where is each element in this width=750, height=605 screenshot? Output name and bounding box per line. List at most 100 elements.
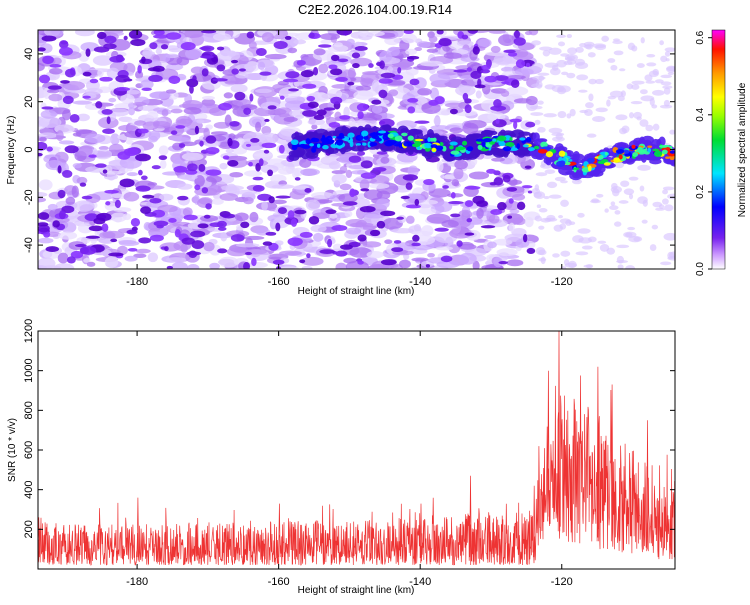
spectrogram-cell [194, 184, 201, 191]
spectrogram-cell [625, 232, 633, 238]
spectrogram-cell [69, 113, 80, 123]
spectrogram-cell [257, 193, 272, 201]
spectrogram-cell [466, 146, 474, 152]
spectrogram-cell [65, 196, 76, 205]
snr-series-line [38, 331, 675, 566]
spectrogram-cell [662, 198, 669, 205]
spectrogram-cell [102, 128, 115, 134]
spectrogram-cell [577, 212, 585, 218]
spectrogram-cell [369, 141, 375, 147]
spectrogram-cell [461, 34, 469, 40]
spectrogram-cell [271, 184, 295, 189]
spectrogram-cell [134, 120, 147, 126]
spectrogram-cell [85, 48, 91, 57]
spectrogram-cell [218, 102, 232, 111]
y-tick-label: 40 [23, 48, 35, 60]
spectrogram-cell [554, 176, 566, 182]
spectrogram-cell [58, 140, 75, 145]
spectrogram-cell [365, 31, 385, 37]
spectrogram-cell [662, 85, 673, 89]
spectrogram-cell [417, 88, 432, 96]
spectrogram-cell [405, 182, 413, 190]
spectrogram-cell [513, 120, 518, 130]
spectrogram-cell [405, 204, 421, 209]
spectrogram-cell [82, 95, 91, 99]
spectrogram-cell [356, 103, 369, 112]
spectrogram-cell [372, 167, 387, 172]
spectrogram-cell [310, 137, 320, 143]
spectrogram-cell [387, 133, 394, 139]
spectrogram-cell [660, 74, 673, 79]
spectrogram-cell [97, 69, 104, 78]
spectrogram-cell [117, 151, 131, 160]
spectrogram-cell [272, 199, 287, 205]
spectrogram-cell [223, 92, 233, 99]
spectrogram-x-ticks: -180 -160 -140 -120 [126, 30, 573, 288]
spectrogram-cell [522, 185, 533, 189]
spectrogram-cell [142, 47, 153, 59]
spectrogram-cell [72, 100, 92, 105]
spectrogram-cell [493, 257, 503, 268]
spectrogram-cell [539, 46, 553, 51]
spectrogram-cell [631, 84, 640, 90]
spectrogram-cell [462, 122, 479, 135]
spectrogram-cell [203, 241, 215, 252]
spectrogram-cell [586, 158, 595, 163]
spectrogram-cell [376, 151, 388, 155]
spectrogram-cell [210, 131, 228, 136]
spectrogram-cell [216, 50, 241, 62]
spectrogram-cell [320, 39, 332, 44]
spectrogram-cell [130, 217, 141, 227]
spectrogram-cell [620, 90, 626, 98]
colorbar-tick-label: 0.6 [695, 30, 706, 44]
spectrogram-cell [242, 196, 254, 205]
spectrogram-cell [243, 132, 266, 144]
spectrogram-cell [170, 130, 178, 135]
spectrogram-cell [156, 224, 164, 229]
spectrogram-cell [560, 53, 570, 57]
spectrogram-cell [625, 265, 636, 269]
spectrogram-cell [329, 213, 338, 219]
spectrogram-cell [40, 109, 57, 119]
spectrogram-cell [198, 197, 213, 205]
colorbar-tick-label: 0.4 [695, 107, 706, 121]
spectrogram-cell [615, 149, 625, 154]
spectrogram-cell [301, 265, 313, 269]
spectrogram-cell [313, 48, 326, 56]
spectrogram-cell [429, 73, 451, 85]
spectrogram-cell [339, 115, 351, 120]
spectrogram-cell [263, 149, 270, 154]
spectrogram-cell [249, 211, 259, 223]
spectrogram-y-label: Frequency (Hz) [6, 116, 17, 185]
spectrogram-cell [38, 152, 43, 157]
spectrogram-cell [369, 229, 381, 237]
spectrogram-cell [38, 222, 49, 227]
spectrogram-cell [88, 154, 97, 158]
spectrogram-cell [294, 209, 307, 215]
spectrogram-cell [505, 142, 515, 147]
spectrogram-cell [476, 200, 488, 208]
spectrogram-cell [41, 35, 57, 42]
spectrogram-cell [167, 105, 182, 110]
spectrogram-cell [376, 220, 386, 229]
spectrogram-cell [151, 165, 161, 170]
spectrogram-cell [588, 78, 597, 85]
spectrogram-cell [560, 250, 571, 257]
spectrogram-cell [543, 113, 557, 118]
spectrogram-cell [537, 100, 544, 105]
spectrogram-cell [587, 165, 592, 172]
spectrogram-cell [104, 35, 117, 44]
spectrogram-cell [146, 112, 159, 119]
spectrogram-cell [300, 168, 320, 176]
spectrogram-cell [531, 40, 542, 46]
spectrogram-cell [649, 244, 657, 251]
spectrogram-cell [528, 148, 533, 152]
spectrogram-cell [349, 141, 354, 148]
spectrogram-cell [571, 178, 583, 185]
spectrogram-cell [313, 114, 325, 120]
spectrogram-cell [220, 232, 228, 242]
spectrogram-cell [255, 162, 261, 172]
spectrogram-cell [604, 151, 608, 156]
spectrogram-cell [535, 172, 548, 177]
y-tick-label: -20 [23, 189, 35, 205]
